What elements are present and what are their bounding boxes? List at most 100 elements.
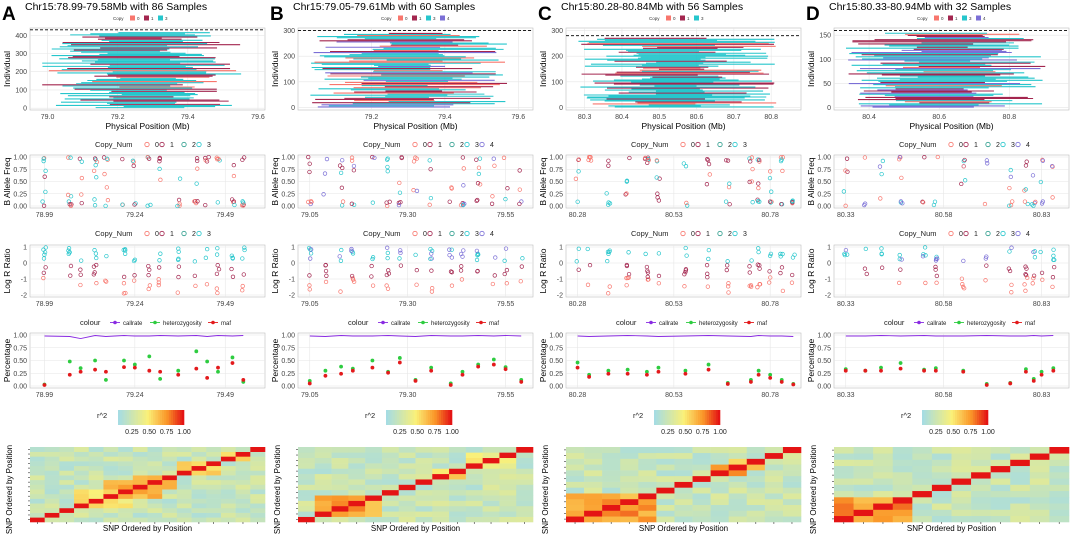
- ld-cell: [674, 447, 693, 454]
- ld-cell: [1010, 509, 1031, 517]
- ld-cell: [191, 489, 207, 495]
- baf-point: [727, 202, 732, 207]
- pct-series: [575, 335, 796, 387]
- lrr-point: [705, 284, 711, 289]
- maf-point: [448, 383, 453, 387]
- baf-point: [684, 200, 689, 206]
- ld-cell: [931, 509, 952, 517]
- ld-cell: [499, 489, 517, 496]
- lrr-point: [767, 269, 772, 274]
- ld-cell: [220, 475, 236, 481]
- baf-point: [878, 196, 883, 201]
- r2-legend-gradient-step: [443, 410, 446, 425]
- lrr-point: [749, 258, 754, 263]
- r2-legend-tick: 0.75: [696, 429, 710, 436]
- lrr-point: [94, 281, 99, 286]
- r2-legend-gradient-step: [974, 410, 978, 425]
- ld-cell: [931, 453, 952, 460]
- ld-cell: [638, 498, 657, 505]
- lrr-points: [41, 245, 247, 296]
- copynum-legend-title: Copy_Num: [363, 229, 401, 238]
- ld-cell: [638, 481, 657, 488]
- lrr-point: [214, 271, 220, 277]
- maf-point: [1031, 379, 1036, 383]
- baf-point: [195, 199, 200, 204]
- baf-point: [706, 161, 712, 167]
- lrr-y-tick: -2: [289, 293, 295, 300]
- ld-cell: [449, 479, 467, 485]
- baf-point: [351, 202, 357, 207]
- ld-cell: [235, 503, 251, 509]
- ld-cell: [728, 504, 748, 511]
- lrr-y-title: Log R Ratio: [806, 248, 816, 293]
- lrr-point: [43, 245, 48, 250]
- lrr-point: [104, 253, 109, 259]
- copynum-legend-label: 0: [155, 231, 159, 238]
- baf-x-tick: 79.55: [497, 212, 515, 219]
- ld-cell: [853, 472, 874, 479]
- ld-cell: [365, 447, 383, 453]
- baf-point: [322, 171, 328, 176]
- baf-point: [779, 201, 784, 207]
- ld-cell: [620, 510, 639, 517]
- ld-cell: [191, 512, 207, 518]
- baf-point: [414, 188, 420, 194]
- ld-cell: [656, 470, 675, 477]
- lrr-point: [1009, 290, 1014, 295]
- ld-cell: [656, 452, 675, 459]
- lrr-point: [350, 276, 355, 281]
- ld-cell: [132, 447, 148, 452]
- ld-cell: [746, 475, 766, 482]
- r2-legend-gradient-step: [447, 410, 451, 425]
- colour-legend-label: maf: [489, 321, 499, 327]
- baf-point: [131, 163, 136, 168]
- maf-point: [67, 372, 72, 377]
- ld-cell: [220, 465, 236, 471]
- segment-x-tick: 79.0: [41, 114, 55, 121]
- ld-cell: [656, 504, 675, 511]
- baf-point: [1038, 179, 1044, 185]
- ld-x-title: SNP Ordered by Position: [103, 524, 192, 533]
- copynum-legend-marker: [159, 141, 165, 148]
- ld-cell: [331, 447, 349, 453]
- copy-legend-label: 1: [955, 16, 958, 21]
- ld-cell: [782, 458, 802, 465]
- r2-legend-tick: 0.50: [410, 429, 424, 436]
- baf-point: [607, 201, 613, 206]
- lrr-point: [706, 247, 711, 253]
- baf-point: [396, 200, 402, 206]
- ld-cell: [118, 451, 134, 457]
- ld-cell: [176, 451, 192, 457]
- copy-legend-swatch: [158, 15, 163, 21]
- ld-cell: [118, 498, 134, 504]
- baf-point: [397, 190, 403, 195]
- lrr-x-tick: 80.78: [761, 301, 779, 308]
- maf-point: [1008, 381, 1013, 386]
- baf-point: [340, 158, 345, 163]
- heterozygosity-point: [323, 368, 328, 373]
- ld-cell: [951, 465, 972, 473]
- ld-cell: [931, 465, 952, 473]
- maf-point: [843, 368, 848, 373]
- baf-point: [1007, 185, 1012, 191]
- ld-cell: [59, 489, 75, 495]
- ld-cell: [147, 498, 163, 504]
- ld-cell: [30, 489, 45, 495]
- maf-point: [158, 369, 163, 374]
- lrr-point: [725, 263, 730, 268]
- ld-cell: [692, 498, 711, 505]
- ld-cell: [1010, 503, 1031, 510]
- r2-legend-gradient-step: [155, 410, 158, 425]
- ld-cell: [30, 507, 45, 513]
- r2-legend-gradient-step: [706, 410, 710, 425]
- ld-cell: [381, 473, 400, 480]
- ld-cell: [103, 475, 119, 481]
- ld-cell: [853, 497, 874, 504]
- ld-cell: [298, 468, 316, 475]
- lrr-point: [1052, 264, 1057, 270]
- segment-y-tick: 100: [15, 87, 27, 94]
- copynum-legend-label: 4: [1026, 231, 1030, 238]
- panel-letter: D: [806, 4, 820, 25]
- copynum-legend-marker: [732, 230, 738, 237]
- ld-cell: [59, 451, 75, 457]
